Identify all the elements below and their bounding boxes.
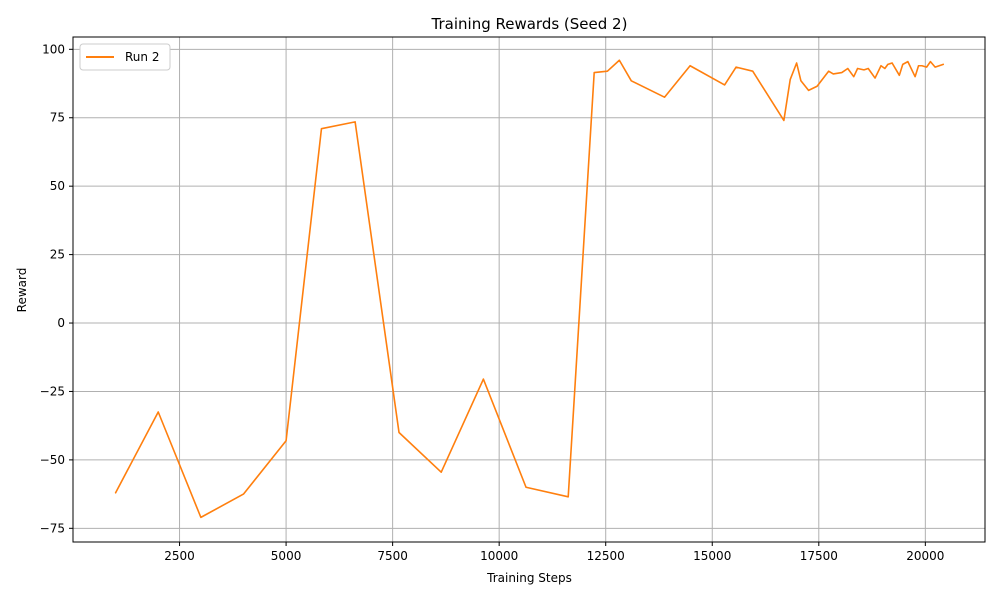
chart-title: Training Rewards (Seed 2) [431, 15, 628, 33]
x-tick-label: 10000 [480, 549, 518, 563]
y-axis-label: Reward [15, 268, 29, 313]
grid [73, 37, 985, 542]
x-axis-label: Training Steps [486, 571, 572, 585]
series-line-run-2 [114, 59, 945, 519]
y-tick-label: −50 [40, 453, 65, 467]
series-layer [114, 59, 945, 519]
x-tick-label: 5000 [271, 549, 302, 563]
x-tick-label: 17500 [800, 549, 838, 563]
y-tick-label: 50 [50, 179, 65, 193]
x-tick-label: 7500 [377, 549, 408, 563]
x-axis-ticks: 2500 5000 7500 10000 12500 15000 17500 20000 [164, 542, 944, 563]
y-axis-ticks: −75 −50 −25 0 25 50 75 100 [40, 42, 73, 535]
y-tick-label: 75 [50, 111, 65, 125]
legend-label-run-2: Run 2 [125, 50, 159, 64]
x-tick-label: 20000 [906, 549, 944, 563]
x-tick-label: 12500 [587, 549, 625, 563]
x-tick-label: 15000 [693, 549, 731, 563]
legend-box [79, 43, 171, 71]
y-tick-label: −25 [40, 384, 65, 398]
y-tick-label: 100 [42, 42, 65, 56]
plot-area [73, 37, 985, 542]
y-tick-label: 0 [57, 316, 65, 330]
y-tick-label: −75 [40, 521, 65, 535]
x-tick-label: 2500 [164, 549, 195, 563]
plot-frame [72, 36, 986, 543]
legend: Run 2 [79, 43, 171, 71]
y-tick-label: 25 [50, 248, 65, 262]
